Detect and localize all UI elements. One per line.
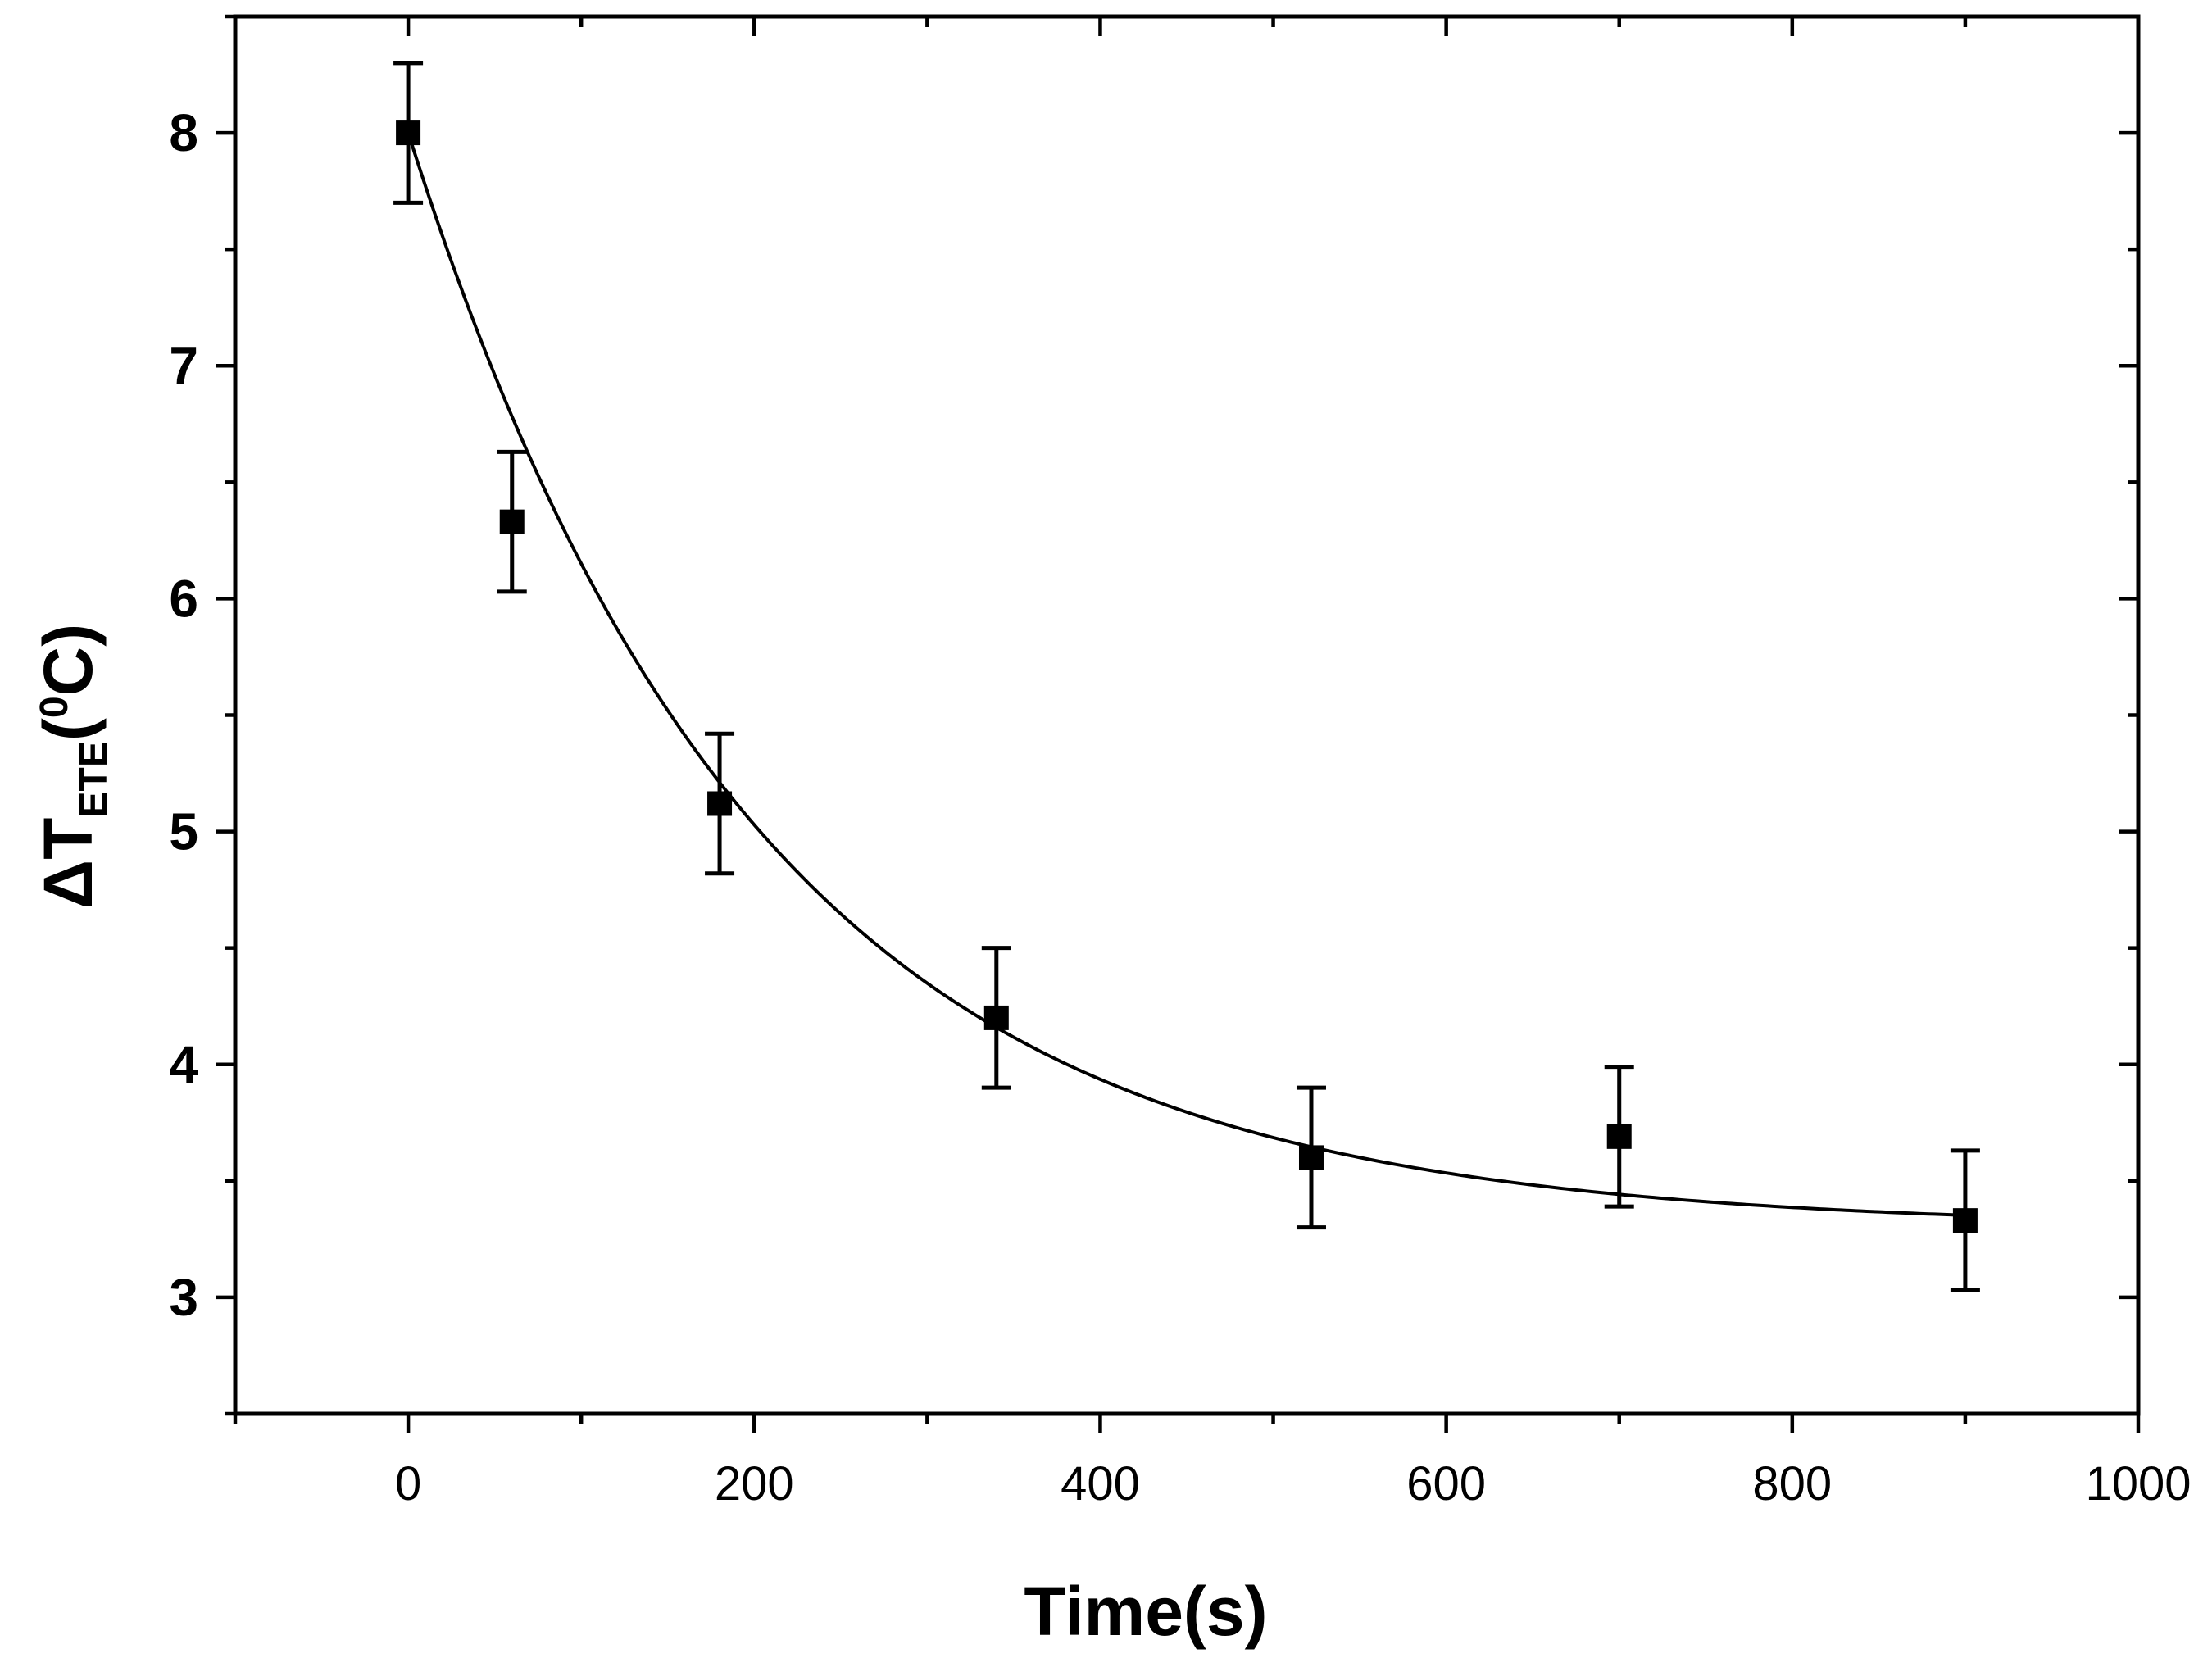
y-tick-label: 5 — [169, 802, 198, 861]
data-point — [1298, 1145, 1324, 1170]
y-axis-title-prefix: ΔT — [30, 818, 107, 910]
x-tick-label: 1000 — [2085, 1457, 2191, 1510]
y-tick-label: 6 — [169, 569, 198, 628]
data-point — [983, 1005, 1009, 1030]
x-tick-label: 600 — [1406, 1457, 1486, 1510]
y-axis-title: ΔTETE(0C) — [30, 624, 116, 909]
data-point — [499, 509, 525, 534]
x-tick-label: 400 — [1061, 1457, 1140, 1510]
fit-curve — [407, 132, 1965, 1217]
y-axis-title-unit: C) — [30, 624, 107, 697]
data-point — [1606, 1124, 1632, 1149]
data-point — [707, 791, 733, 816]
y-axis-title-superscript: 0 — [33, 696, 76, 718]
y-tick-label: 3 — [169, 1268, 198, 1327]
y-tick-label: 8 — [169, 103, 198, 162]
data-points — [393, 61, 1980, 1292]
y-axis-title-subscript: ETE — [72, 741, 116, 817]
data-point — [1952, 1208, 1978, 1233]
y-axis-title-open: ( — [30, 718, 107, 741]
plot-frame — [233, 14, 2141, 1416]
data-point — [396, 120, 421, 146]
axis-tick-labels: 0 200 400 600 800 1000 3 4 5 6 7 8 — [169, 103, 2191, 1510]
x-tick-label: 0 — [395, 1457, 421, 1510]
x-axis-title: Time(s) — [1024, 1573, 1267, 1650]
y-tick-label: 7 — [169, 336, 198, 395]
axis-ticks — [216, 14, 2141, 1433]
x-tick-label: 200 — [715, 1457, 794, 1510]
y-tick-label: 4 — [169, 1035, 198, 1094]
x-tick-label: 800 — [1752, 1457, 1832, 1510]
